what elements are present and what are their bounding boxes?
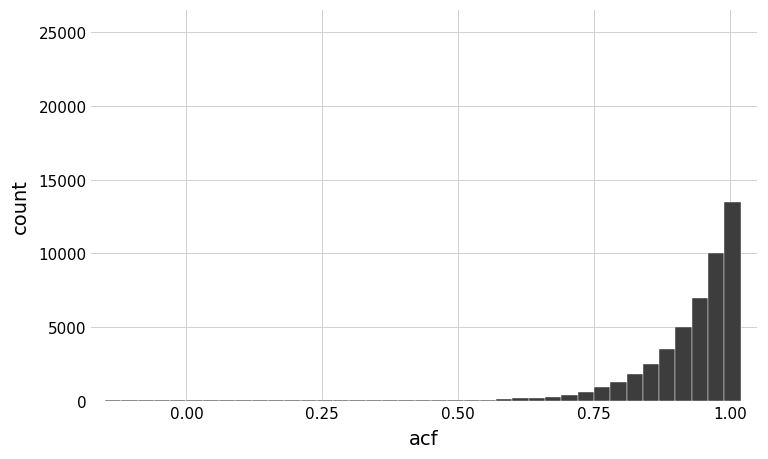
Bar	[578, 392, 594, 401]
Bar	[252, 400, 268, 401]
Bar	[594, 387, 611, 401]
Bar	[692, 298, 708, 401]
Bar	[480, 400, 496, 401]
Bar	[512, 398, 528, 401]
X-axis label: acf: acf	[409, 429, 439, 448]
Bar	[528, 398, 545, 401]
Bar	[675, 327, 692, 401]
Bar	[627, 375, 643, 401]
Bar	[496, 399, 512, 401]
Bar	[561, 395, 578, 401]
Bar	[708, 254, 724, 401]
Bar	[643, 364, 659, 401]
Bar	[545, 397, 561, 401]
Bar	[300, 400, 317, 401]
Bar	[464, 400, 480, 401]
Bar	[659, 349, 675, 401]
Bar	[724, 202, 740, 401]
Bar	[611, 382, 627, 401]
Y-axis label: count: count	[11, 179, 30, 233]
